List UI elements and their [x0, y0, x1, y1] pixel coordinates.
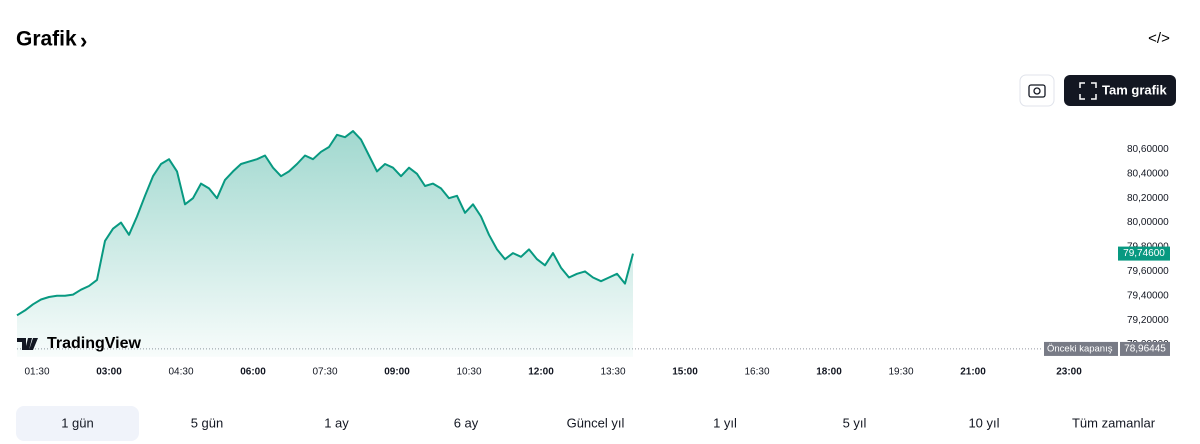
x-tick-label: 10:30 [456, 367, 481, 378]
plot: 79,0000079,2000079,4000079,6000079,80000… [16, 130, 1170, 378]
x-tick-label: 23:00 [1056, 367, 1082, 378]
range-tab[interactable]: Tüm zamanlar [1072, 415, 1156, 430]
x-tick-label: 19:30 [888, 367, 913, 378]
range-tab[interactable]: 1 ay [324, 415, 349, 430]
full-chart-label[interactable]: Tam grafik [1102, 82, 1168, 97]
x-tick-label: 12:00 [528, 367, 554, 378]
y-tick-label: 80,40000 [1127, 168, 1169, 179]
x-tick-label: 01:30 [24, 367, 49, 378]
brand-logo [17, 338, 38, 350]
range-tab[interactable]: 6 ay [454, 415, 479, 430]
fullscreen-icon [1079, 82, 1097, 100]
range-tab[interactable]: 1 yıl [713, 415, 737, 430]
full-chart-button[interactable]: Tam grafik [1064, 75, 1176, 106]
x-tick-label: 13:30 [600, 367, 625, 378]
y-tick-label: 79,60000 [1127, 266, 1169, 277]
snapshot-button-bg[interactable] [1019, 74, 1055, 107]
x-tick-label: 07:30 [312, 367, 337, 378]
range-tab[interactable]: 10 yıl [968, 415, 999, 430]
y-tick-label: 80,20000 [1127, 193, 1169, 204]
last-price-label: 79,74600 [1123, 248, 1165, 259]
range-tab-selected[interactable] [16, 406, 139, 441]
brand-name: TradingView [47, 335, 142, 352]
x-tick-label: 15:00 [672, 367, 698, 378]
header-title[interactable]: Grafik [16, 28, 77, 51]
snapshot-button[interactable] [1019, 74, 1055, 107]
header-chevron[interactable]: › [80, 28, 87, 53]
x-tick-label: 06:00 [240, 367, 266, 378]
x-tick-label: 16:30 [744, 367, 769, 378]
range-tab[interactable]: 1 gün [61, 415, 94, 430]
y-tick-label: 79,40000 [1127, 290, 1169, 301]
last-price-badge [1118, 246, 1170, 261]
camera-icon [1028, 84, 1046, 98]
price-area [17, 131, 633, 357]
range-tab[interactable]: 5 yıl [843, 415, 867, 430]
y-tick-label: 79,20000 [1127, 315, 1169, 326]
previous-close-badge [1044, 341, 1118, 356]
price-line [16, 130, 634, 317]
previous-close-title: Önceki kapanış [1047, 343, 1113, 354]
embed-code-button[interactable]: </> [1148, 30, 1170, 47]
x-tick-label: 18:00 [816, 367, 842, 378]
x-tick-label: 21:00 [960, 367, 986, 378]
brand: TradingView [17, 335, 142, 352]
x-tick-label: 09:00 [384, 367, 410, 378]
range-tab[interactable]: Güncel yıl [567, 415, 625, 430]
camera-lens [1033, 87, 1041, 95]
previous-close-value: 78,96445 [1124, 344, 1166, 355]
x-tick-label: 04:30 [168, 367, 193, 378]
y-tick-label: 80,00000 [1127, 217, 1169, 228]
range-tabs: 1 gün 5 gün 1 ay 6 ay Güncel yıl 1 yıl 5 yıl 10… [16, 406, 1156, 441]
x-tick-label: 03:00 [96, 367, 122, 378]
y-tick-label: 80,60000 [1127, 144, 1169, 155]
previous-close-value-badge [1120, 341, 1170, 356]
range-tab[interactable]: 5 gün [191, 415, 224, 430]
